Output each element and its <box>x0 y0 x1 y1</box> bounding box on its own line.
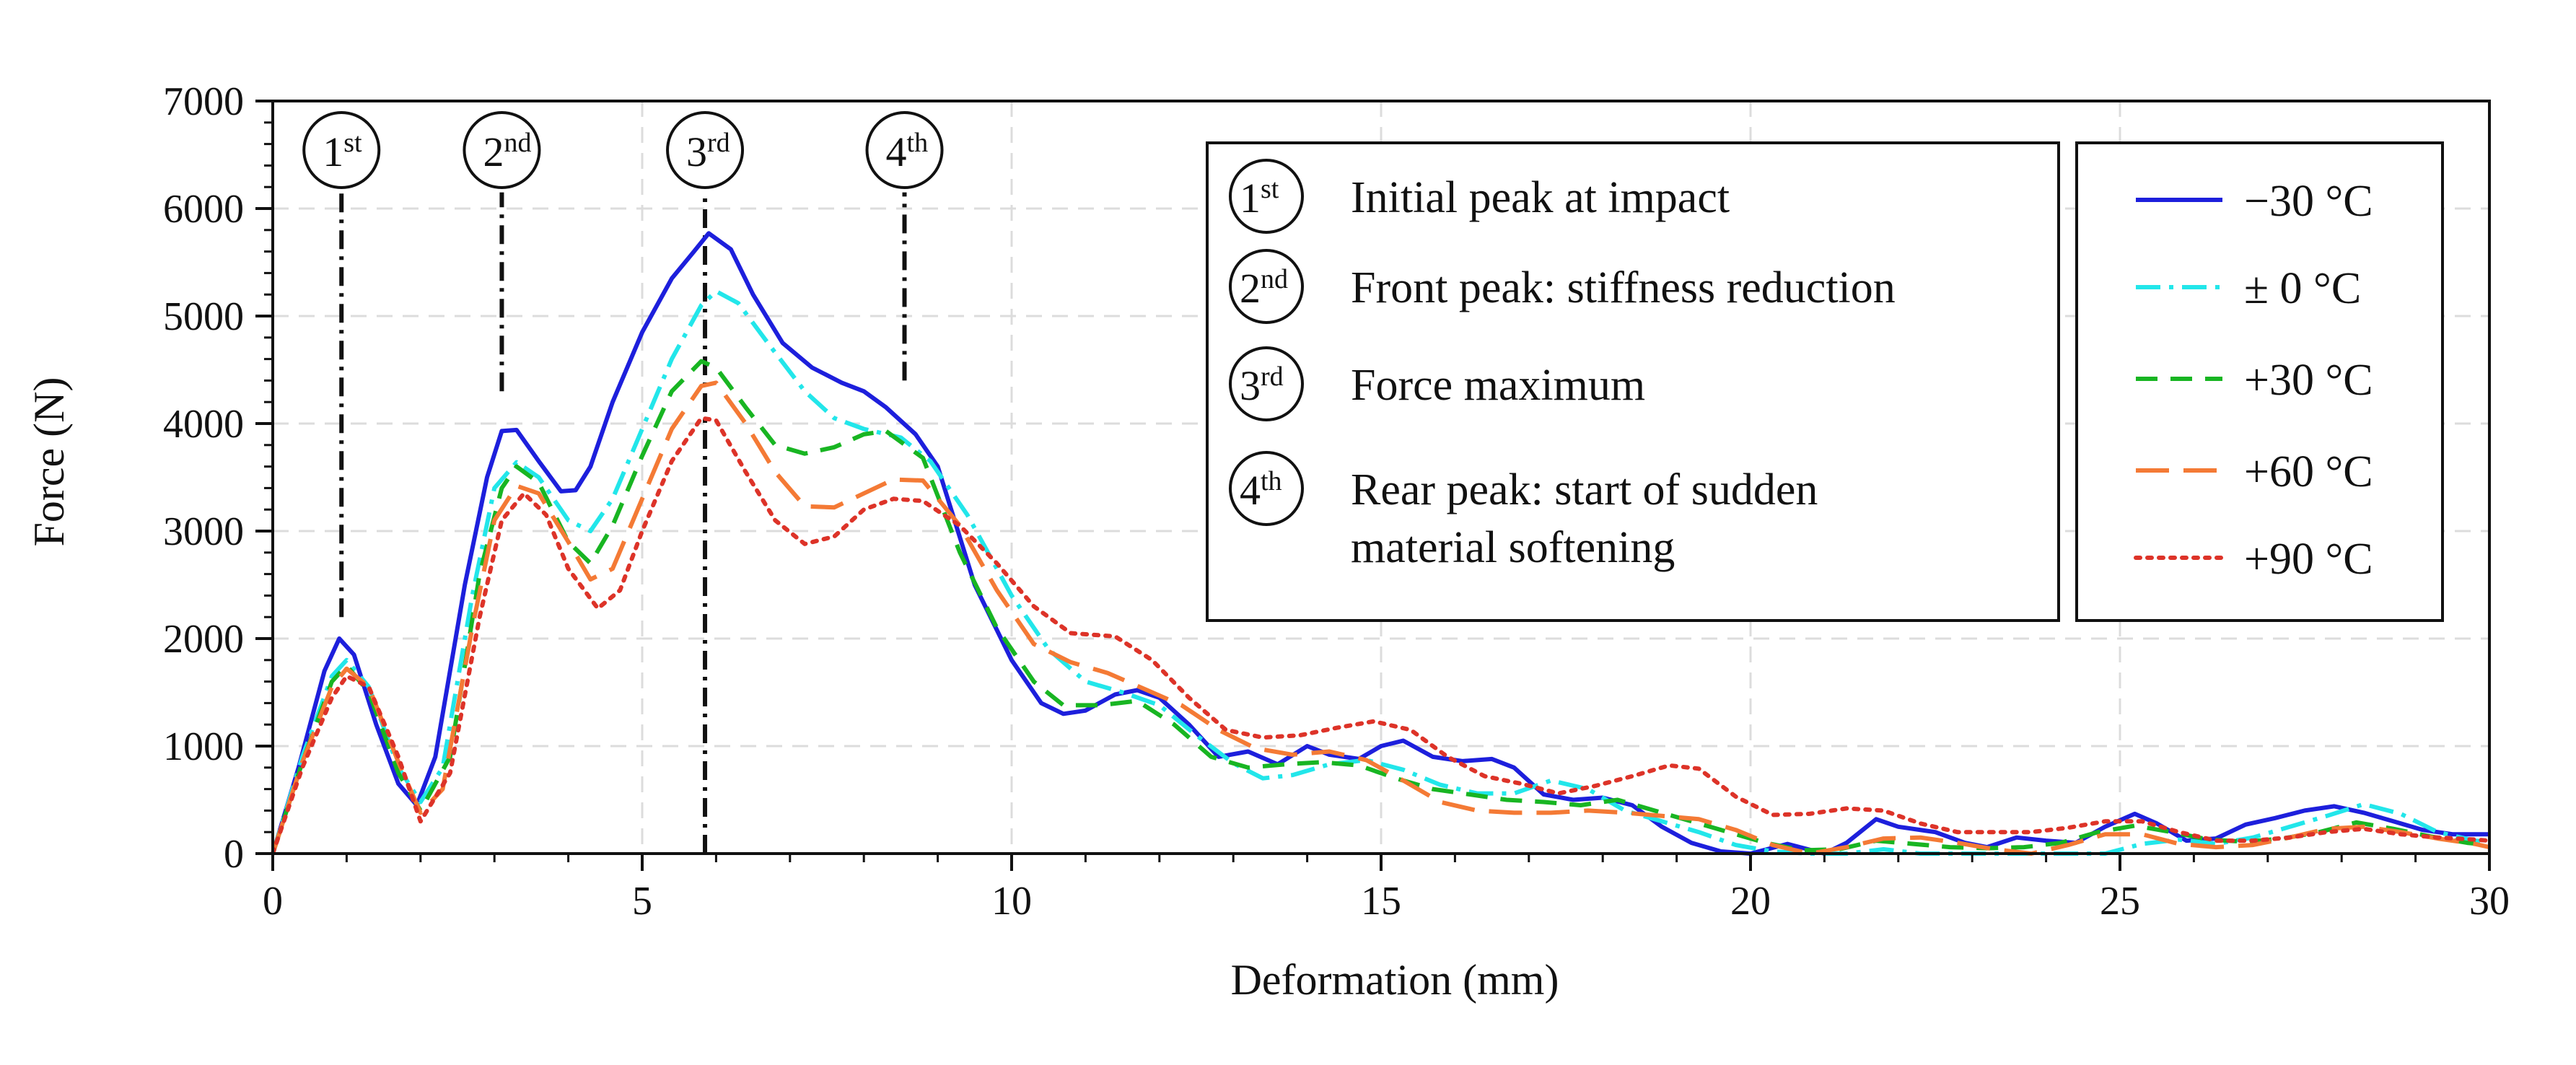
annotation-frame <box>1206 141 2060 622</box>
legend-label-0: −30 °C <box>2244 177 2373 226</box>
marker-circle-1st <box>302 111 381 189</box>
x-tick-label: 20 <box>1730 879 1771 924</box>
annotation-circle-3 <box>1229 451 1304 526</box>
series-line-2 <box>271 359 2490 854</box>
y-tick-label: 7000 <box>163 79 244 124</box>
annotation-box: 1st Initial peak at impact 2nd Front peak: … <box>1206 141 2060 622</box>
x-tick-label: 15 <box>1361 879 1401 924</box>
legend-label-3: +60 °C <box>2244 447 2373 496</box>
legend-label-4: +90 °C <box>2244 535 2373 584</box>
marker-circle-4th <box>865 111 944 189</box>
x-tick-label: 5 <box>632 879 652 924</box>
marker-lines <box>339 192 907 854</box>
legend: −30 °C ± 0 °C +30 °C +60 °C +90 °C <box>2075 141 2444 622</box>
x-tick-label: 0 <box>263 879 283 924</box>
marker-label-1st: 1st <box>323 128 362 175</box>
annotation-text-1: Front peak: stiffness reduction <box>1351 263 1896 312</box>
y-axis-label: Force (N) <box>25 377 73 547</box>
annotation-number-3: 4th <box>1240 466 1282 514</box>
x-axis-label: Deformation (mm) <box>1231 956 1559 1004</box>
annotation-circle-0 <box>1229 159 1304 234</box>
legend-label-2: +30 °C <box>2244 356 2373 405</box>
x-tick-label: 10 <box>991 879 1032 924</box>
y-tick-label: 2000 <box>163 617 244 662</box>
annotation-text-2: Force maximum <box>1351 361 1645 410</box>
annotation-number-0: 1st <box>1240 174 1279 222</box>
annotation-circle-1 <box>1229 249 1304 324</box>
y-tick-label: 4000 <box>163 402 244 447</box>
series-line-1 <box>271 289 2490 856</box>
x-tick-label: 30 <box>2469 879 2510 924</box>
annotation-text-0: Initial peak at impact <box>1351 173 1730 222</box>
marker-circle-3rd <box>666 111 745 189</box>
annotation-circle-2 <box>1229 346 1304 421</box>
marker-label-2nd: 2nd <box>483 128 531 175</box>
y-tick-label: 1000 <box>163 724 244 769</box>
axes: 0 5 10 15 20 25 30 0 1000 2000 3000 4000 5000 6000 700… <box>163 79 2510 924</box>
series-line-4 <box>271 416 2492 856</box>
y-tick-label: 5000 <box>163 294 244 339</box>
legend-frame <box>2075 141 2444 622</box>
marker-circle-2nd <box>463 111 541 189</box>
peak-markers: 1st 2nd 3rd 4th <box>302 111 944 189</box>
annotation-number-1: 2nd <box>1240 264 1288 312</box>
annotation-text-3: Rear peak: start of sudden <box>1351 465 1818 514</box>
annotation-number-2: 3rd <box>1240 361 1284 409</box>
y-tick-label: 3000 <box>163 509 244 554</box>
marker-label-4th: 4th <box>886 128 929 175</box>
legend-label-1: ± 0 °C <box>2244 264 2361 313</box>
y-tick-label: 0 <box>224 832 244 877</box>
series-lines <box>271 231 2492 856</box>
x-tick-label: 25 <box>2100 879 2140 924</box>
annotation-text-3: material softening <box>1351 523 1675 572</box>
marker-label-3rd: 3rd <box>686 128 730 175</box>
y-tick-label: 6000 <box>163 187 244 232</box>
